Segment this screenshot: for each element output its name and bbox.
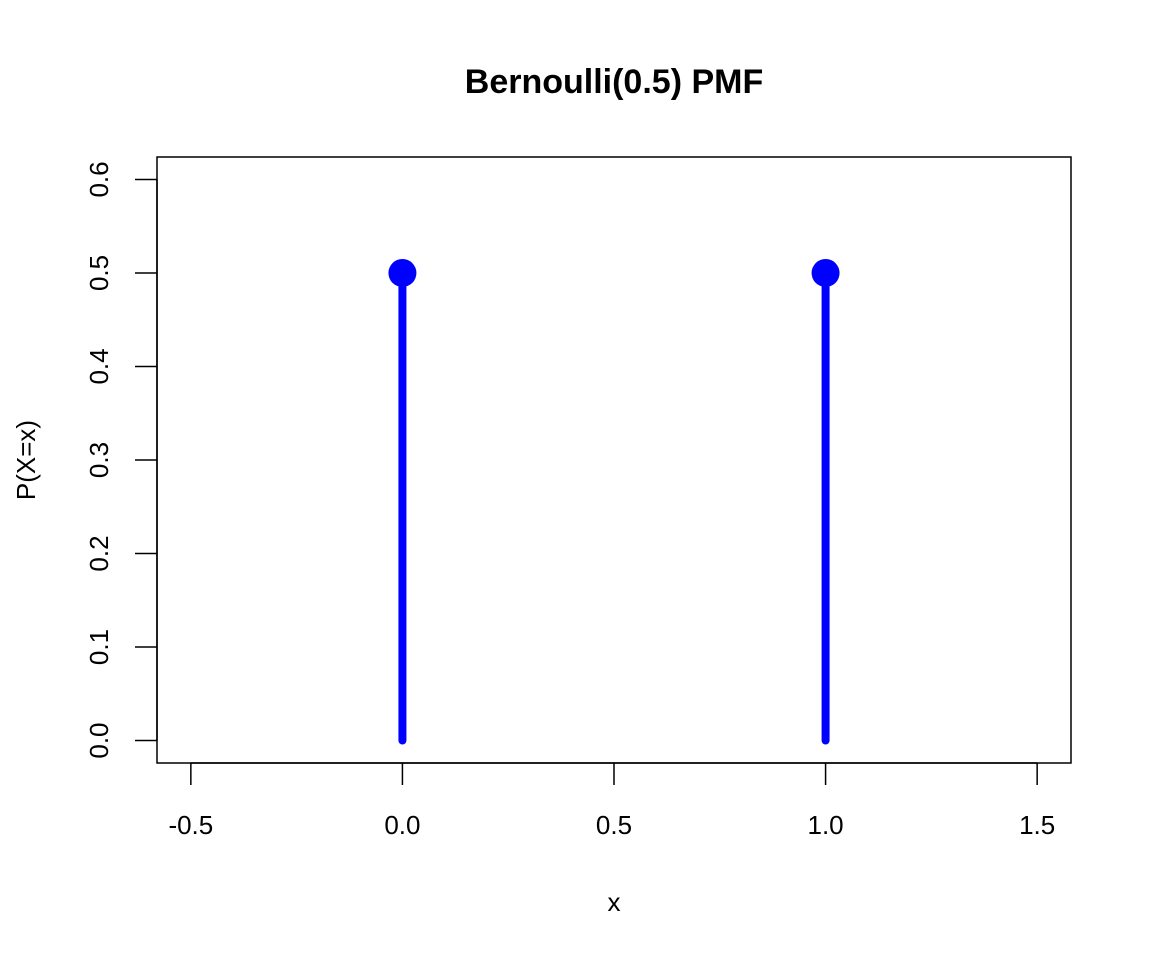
x-tick-label: 1.5: [1019, 810, 1055, 840]
y-tick-label: 0.5: [84, 255, 114, 291]
y-axis-label: P(X=x): [11, 420, 41, 500]
y-tick-label: 0.1: [84, 629, 114, 665]
x-tick-label: 0.0: [384, 810, 420, 840]
x-tick-label: -0.5: [168, 810, 213, 840]
y-axis: 0.0 0.1 0.2 0.3 0.4 0.5 0.6: [84, 161, 158, 759]
x-axis-label: x: [608, 887, 621, 917]
y-tick-label: 0.4: [84, 348, 114, 384]
pmf-point: [811, 258, 840, 287]
x-axis: -0.5 0.0 0.5 1.0 1.5: [168, 762, 1055, 840]
y-tick-label: 0.2: [84, 535, 114, 571]
data-marks: [388, 258, 840, 745]
pmf-point: [388, 258, 417, 287]
x-tick-label: 1.0: [807, 810, 843, 840]
x-tick-label: 0.5: [596, 810, 632, 840]
chart-title: Bernoulli(0.5) PMF: [465, 63, 763, 101]
plot-frame: [156, 156, 1072, 764]
y-tick-label: 0.3: [84, 442, 114, 478]
y-tick-label: 0.6: [84, 161, 114, 197]
y-tick-label: 0.0: [84, 722, 114, 758]
